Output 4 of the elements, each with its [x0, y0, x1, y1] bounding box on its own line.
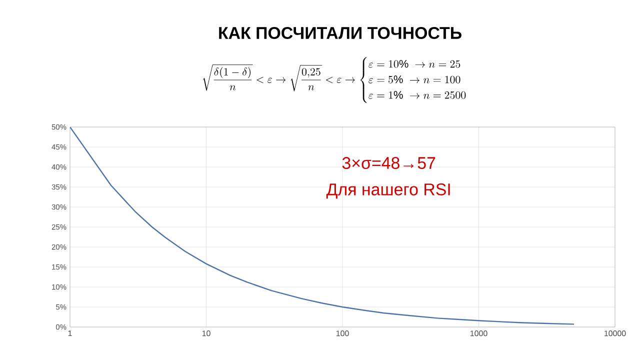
- annotation: 3×σ=48→57: [342, 157, 436, 170]
- text: $\sqrt{\frac{\delta(1-\delta)}{n}}<\varepsilon\rightarrow\sqrt{\frac{0{,}25}{n}}<\varepsilon\rightarrow\begin{cases}\varepsilon=10\%\ \rightarrow n=25\\ \varepsilon=5\%\ \rightarrow n=100\\ \varepsilon=1\%\ \rightarrow n=2500\end{cases}$: [202, 57, 466, 103]
- chart-title: КАК ПОСЧИТАЛИ ТОЧНОСТЬ: [219, 27, 462, 39]
- annotation: Для нашего RSI: [326, 183, 450, 199]
